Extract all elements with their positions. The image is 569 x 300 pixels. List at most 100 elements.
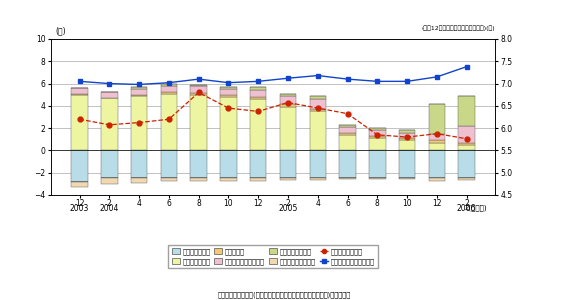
Text: 2006: 2006 xyxy=(457,205,476,214)
Bar xyxy=(160,150,177,178)
Bar xyxy=(369,128,386,130)
Bar xyxy=(399,130,415,133)
情報通信比率（右目盛） xyxy=(195,77,202,81)
Bar xyxy=(160,94,177,150)
Bar xyxy=(339,127,356,133)
情報通信比率（右目盛） xyxy=(255,80,262,83)
Bar xyxy=(250,150,266,178)
Bar xyxy=(191,178,207,181)
情報通信比率（右目盛） xyxy=(76,80,83,83)
Bar xyxy=(339,178,356,179)
Line: 情報通信比率（右目盛）: 情報通信比率（右目盛） xyxy=(77,64,469,86)
Bar xyxy=(220,178,237,181)
Bar xyxy=(250,97,266,99)
Bar xyxy=(71,95,88,150)
情報通信比率（右目盛） xyxy=(463,65,470,68)
Bar xyxy=(131,89,147,95)
Bar xyxy=(280,94,296,96)
Bar xyxy=(250,90,266,97)
Bar xyxy=(459,146,475,150)
Bar xyxy=(71,150,88,182)
Bar xyxy=(428,134,445,140)
情報通信消費合計 xyxy=(255,110,262,113)
Bar xyxy=(71,88,88,94)
Bar xyxy=(399,178,415,179)
Bar xyxy=(220,97,237,150)
情報通信消費合計 xyxy=(136,121,143,124)
情報通信比率（右目盛） xyxy=(434,75,440,79)
Bar xyxy=(101,98,118,150)
情報通信比率（右目盛） xyxy=(106,82,113,85)
Bar xyxy=(280,96,296,104)
Bar xyxy=(160,178,177,181)
情報通信消費合計 xyxy=(344,112,351,116)
情報通信比率（右目盛） xyxy=(403,80,410,83)
Bar xyxy=(459,178,475,180)
Bar xyxy=(101,178,118,184)
Text: 2(年・月): 2(年・月) xyxy=(465,205,488,211)
Bar xyxy=(220,87,237,89)
Bar xyxy=(131,150,147,178)
Bar xyxy=(339,125,356,127)
Bar xyxy=(310,109,326,111)
情報通信消費合計 xyxy=(225,106,232,110)
Bar xyxy=(191,93,207,95)
Bar xyxy=(280,107,296,150)
Bar xyxy=(459,143,475,146)
情報通信比率（右目盛） xyxy=(136,83,143,86)
Bar xyxy=(428,150,445,178)
Bar xyxy=(160,92,177,94)
情報通信比率（右目盛） xyxy=(225,81,232,85)
Bar xyxy=(399,140,415,150)
情報通信消費合計 xyxy=(166,117,172,121)
Bar xyxy=(131,88,147,89)
Bar xyxy=(101,150,118,178)
Bar xyxy=(191,95,207,150)
Bar xyxy=(160,86,177,92)
Bar xyxy=(339,135,356,150)
Bar xyxy=(191,86,207,93)
Bar xyxy=(310,150,326,178)
Bar xyxy=(220,150,237,178)
情報通信消費合計 xyxy=(463,137,470,140)
Bar xyxy=(399,150,415,178)
Bar xyxy=(459,127,475,143)
情報通信消費合計 xyxy=(284,101,291,104)
Bar xyxy=(250,178,266,181)
情報通信比率（右目盛） xyxy=(166,81,172,85)
情報通信消費合計 xyxy=(374,133,381,136)
Bar xyxy=(131,96,147,150)
Bar xyxy=(369,136,386,138)
Bar xyxy=(160,84,177,86)
Bar xyxy=(369,178,386,179)
Text: 総務省「家計調査」(二人以上の世帯（農林漁家世帯を除く）)により作成: 総務省「家計調査」(二人以上の世帯（農林漁家世帯を除く）)により作成 xyxy=(218,292,351,298)
Bar xyxy=(191,85,207,86)
Bar xyxy=(369,138,386,150)
Bar xyxy=(71,94,88,95)
情報通信消費合計 xyxy=(314,106,321,110)
Bar xyxy=(310,99,326,109)
Text: 2005: 2005 xyxy=(278,205,298,214)
Bar xyxy=(280,178,296,180)
情報通信比率（右目盛） xyxy=(284,76,291,80)
情報通信消費合計 xyxy=(434,132,440,136)
Legend: 固定電話通信料, 移動電話通信料, 放送受信料, インターネット接続料, 情報通信関連機器, コンテンツ関連支出, 情報通信消費合計, 情報通信比率（右目盛）: 固定電話通信料, 移動電話通信料, 放送受信料, インターネット接続料, 情報通… xyxy=(168,245,378,268)
Bar xyxy=(459,150,475,178)
情報通信比率（右目盛） xyxy=(344,77,351,81)
情報通信消費合計 xyxy=(403,135,410,139)
Text: (％): (％) xyxy=(56,27,67,36)
Bar xyxy=(339,133,356,135)
Bar xyxy=(369,130,386,136)
Bar xyxy=(428,178,445,181)
Text: 2003: 2003 xyxy=(70,205,89,214)
Bar xyxy=(369,150,386,178)
Bar xyxy=(191,150,207,178)
Bar xyxy=(131,95,147,96)
Bar xyxy=(310,111,326,150)
Bar xyxy=(280,104,296,107)
Bar xyxy=(428,142,445,150)
Bar xyxy=(280,150,296,178)
Bar xyxy=(428,104,445,134)
情報通信消費合計 xyxy=(106,123,113,127)
情報通信消費合計 xyxy=(76,117,83,121)
